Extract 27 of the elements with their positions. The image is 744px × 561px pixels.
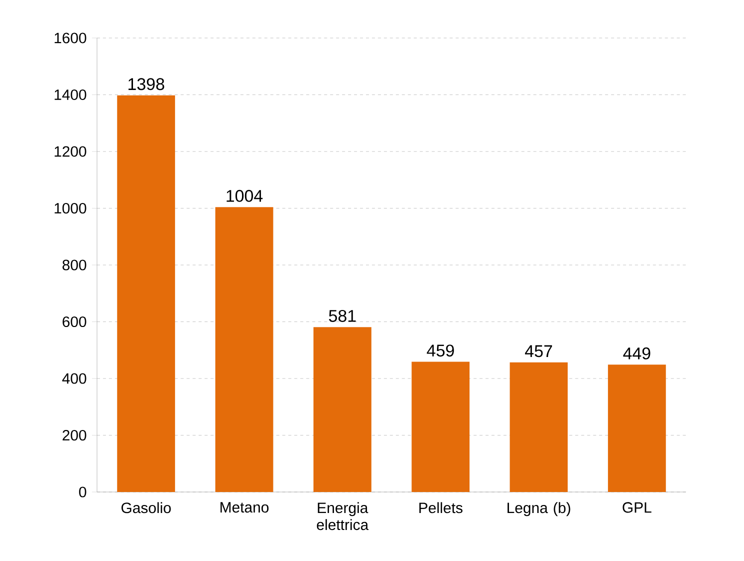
y-tick-label: 0 xyxy=(79,486,86,498)
y-tick-label: 600 xyxy=(62,316,86,328)
data-label: 581 xyxy=(328,310,356,322)
y-tick-label: 1600 xyxy=(54,32,86,44)
bar xyxy=(313,327,372,492)
bar xyxy=(412,362,470,492)
data-label: 457 xyxy=(525,345,552,358)
y-tick-label: 400 xyxy=(62,373,86,384)
bar xyxy=(510,362,568,492)
y-tick-label: 200 xyxy=(62,430,86,441)
bar xyxy=(215,207,274,492)
y-tick-label: 1200 xyxy=(54,146,86,157)
x-tick-label: Energia elettrica xyxy=(316,502,369,530)
data-label: 459 xyxy=(426,344,454,357)
x-tick-label: Metano xyxy=(220,502,269,513)
data-label: 449 xyxy=(623,347,650,360)
y-tick-label: 800 xyxy=(62,260,86,270)
y-tick-label: 1000 xyxy=(54,202,86,214)
bar xyxy=(117,95,176,492)
x-tick-label: Legna (b) xyxy=(508,502,570,516)
data-label: 1004 xyxy=(226,190,263,202)
data-label: 1398 xyxy=(128,78,164,90)
x-tick-label: GPL xyxy=(622,502,652,513)
x-tick-label: Pellets xyxy=(419,502,462,514)
bar xyxy=(608,364,666,492)
x-tick-label: Gasolio xyxy=(122,502,171,514)
y-tick-label: 1400 xyxy=(54,89,86,100)
